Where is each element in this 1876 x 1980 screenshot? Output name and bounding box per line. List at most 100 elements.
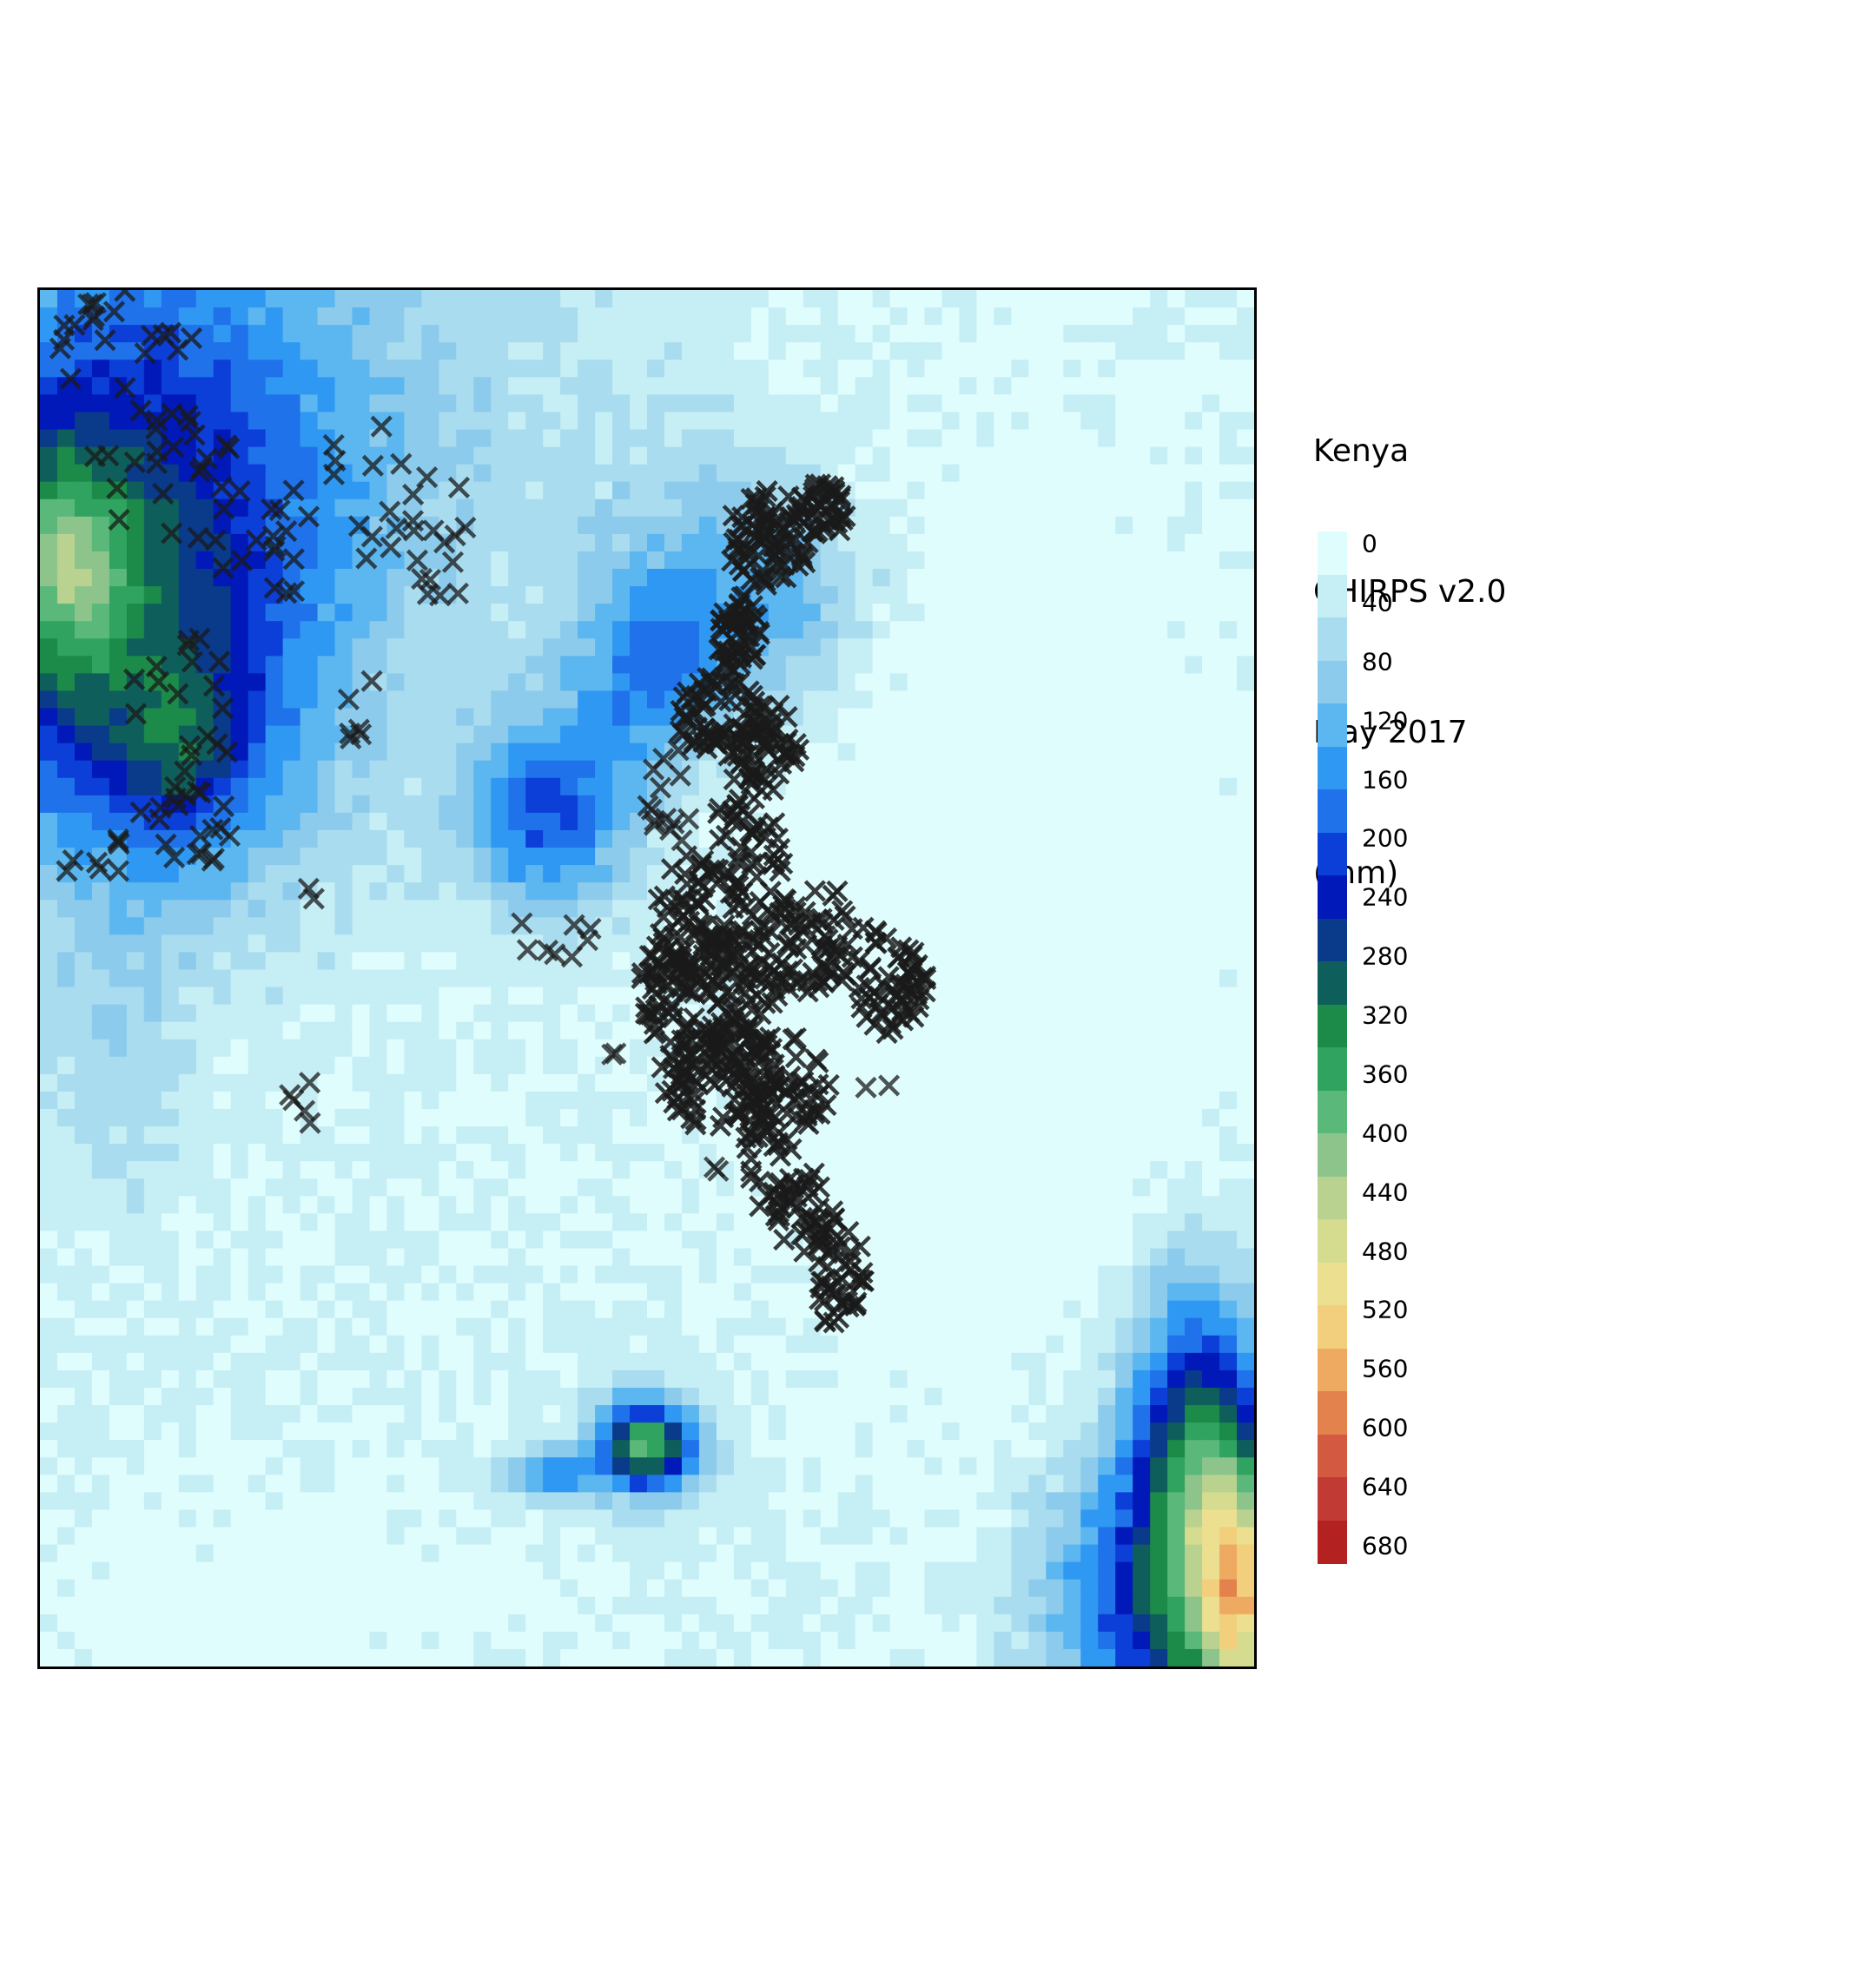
raster-cell: [1167, 621, 1186, 639]
raster-cell: [664, 1405, 683, 1423]
raster-cell: [386, 934, 405, 953]
raster-cell: [1185, 1492, 1203, 1511]
raster-cell: [74, 1021, 93, 1040]
raster-cell: [872, 865, 891, 883]
raster-cell: [543, 777, 561, 796]
raster-cell: [421, 1283, 439, 1302]
raster-cell: [109, 1091, 128, 1110]
raster-cell: [560, 498, 578, 518]
raster-cell: [976, 394, 995, 413]
raster-cell: [143, 969, 162, 988]
raster-cell: [941, 917, 961, 935]
raster-cell: [803, 1387, 822, 1406]
raster-cell: [959, 377, 978, 395]
raster-cell: [959, 1021, 978, 1040]
raster-cell: [1219, 481, 1238, 500]
raster-cell: [647, 498, 665, 518]
raster-cell: [421, 917, 439, 935]
raster-cell: [612, 1283, 631, 1302]
raster-cell: [698, 1265, 717, 1284]
raster-cell: [508, 621, 526, 639]
raster-cell: [195, 551, 215, 570]
raster-cell: [317, 934, 336, 953]
raster-cell: [837, 1039, 856, 1058]
raster-cell: [282, 829, 301, 848]
raster-cell: [213, 604, 232, 622]
raster-cell: [837, 882, 856, 901]
raster-cell: [126, 1335, 145, 1354]
raster-cell: [1202, 1283, 1220, 1302]
raster-cell: [491, 1126, 509, 1145]
raster-cell: [404, 1213, 422, 1232]
raster-cell: [560, 795, 578, 814]
raster-cell: [386, 690, 405, 710]
raster-cell: [248, 412, 267, 431]
raster-cell: [647, 377, 665, 395]
raster-cell: [386, 1387, 405, 1406]
raster-cell: [664, 1475, 683, 1493]
raster-cell: [872, 498, 891, 518]
raster-cell: [1150, 917, 1168, 935]
raster-cell: [74, 516, 93, 535]
raster-cell: [595, 360, 613, 378]
raster-cell: [994, 516, 1012, 535]
raster-cell: [924, 690, 943, 710]
raster-cell: [317, 446, 336, 465]
raster-cell: [126, 533, 145, 552]
raster-cell: [1150, 394, 1168, 413]
raster-cell: [109, 1144, 128, 1162]
raster-cell: [1167, 1475, 1186, 1493]
raster-cell: [40, 708, 58, 727]
raster-cell: [230, 1056, 249, 1075]
raster-cell: [994, 1352, 1012, 1371]
raster-cell: [733, 1213, 752, 1232]
raster-cell: [508, 325, 526, 343]
raster-cell: [578, 604, 596, 622]
raster-cell: [161, 900, 180, 918]
raster-cell: [578, 412, 596, 431]
raster-cell: [994, 1370, 1012, 1389]
raster-cell: [473, 777, 492, 796]
raster-cell: [317, 1144, 336, 1162]
raster-cell: [473, 742, 492, 762]
raster-cell: [1028, 1004, 1047, 1023]
raster-cell: [508, 1056, 526, 1075]
raster-cell: [1202, 708, 1220, 727]
raster-cell: [143, 1178, 162, 1197]
raster-cell: [1185, 342, 1203, 360]
raster-cell: [40, 1039, 58, 1058]
raster-cell: [959, 1161, 978, 1179]
raster-cell: [595, 1335, 613, 1354]
raster-cell: [404, 516, 422, 535]
raster-cell: [630, 1457, 648, 1475]
raster-cell: [334, 1352, 353, 1371]
raster-cell: [282, 1213, 301, 1232]
raster-cell: [647, 307, 665, 326]
raster-cell: [681, 1317, 700, 1336]
raster-cell: [1237, 464, 1254, 483]
raster-cell: [889, 1475, 908, 1493]
raster-cell: [1011, 1457, 1029, 1475]
raster-cell: [889, 1056, 908, 1075]
raster-cell: [456, 290, 474, 308]
raster-cell: [872, 673, 891, 692]
raster-cell: [1219, 917, 1238, 935]
raster-cell: [109, 708, 128, 727]
raster-cell: [456, 865, 474, 883]
raster-cell: [334, 1108, 353, 1127]
raster-cell: [1063, 1161, 1081, 1179]
raster-cell: [473, 1300, 492, 1319]
raster-cell: [1063, 1335, 1081, 1354]
raster-cell: [976, 725, 995, 744]
raster-cell: [578, 1457, 596, 1475]
raster-cell: [1150, 1178, 1168, 1197]
raster-cell: [630, 1283, 648, 1302]
raster-cell: [265, 1283, 284, 1302]
raster-cell: [855, 377, 874, 395]
raster-cell: [820, 848, 839, 866]
raster-cell: [716, 412, 735, 431]
raster-cell: [74, 1039, 93, 1058]
raster-cell: [1167, 1265, 1186, 1284]
raster-cell: [1237, 1021, 1254, 1040]
raster-cell: [126, 516, 145, 535]
